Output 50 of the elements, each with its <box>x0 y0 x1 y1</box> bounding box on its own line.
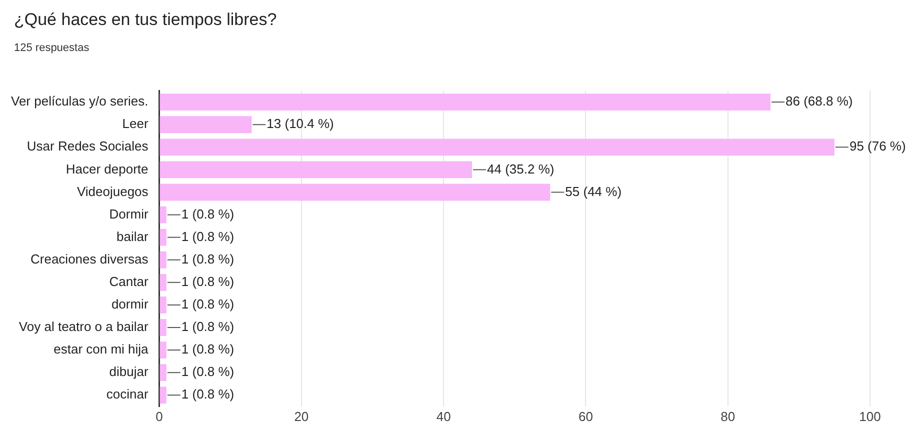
bar <box>160 161 472 178</box>
bar <box>160 342 166 358</box>
bar <box>160 319 166 336</box>
y-tick-label: Leer <box>122 116 149 132</box>
data-label: 1 (0.8 %) <box>181 206 234 222</box>
data-label: 86 (68.8 %) <box>786 94 853 109</box>
y-tick-label: Cantar <box>109 274 149 289</box>
bar <box>160 94 770 111</box>
x-tick-label: 60 <box>578 408 593 424</box>
data-label: 95 (76 %) <box>849 138 906 154</box>
y-tick-label: Videojuegos <box>76 184 149 199</box>
text: 125 respuestas <box>14 42 90 54</box>
data-label: 1 (0.8 %) <box>181 296 234 312</box>
y-tick-label: Dormir <box>109 206 149 222</box>
data-label: 1 (0.8 %) <box>181 364 234 380</box>
y-tick-label: dibujar <box>109 364 149 380</box>
data-label: 13 (10.4 %) <box>266 116 334 132</box>
y-tick-label: dormir <box>111 296 149 312</box>
data-label: 1 (0.8 %) <box>181 386 234 402</box>
x-tick-label: 40 <box>436 408 451 424</box>
data-label: 44 (35.2 %) <box>487 161 554 176</box>
data-label: 55 (44 %) <box>565 184 622 199</box>
y-tick-label: Voy al teatro o a bailar <box>18 319 149 334</box>
bar <box>160 228 166 246</box>
x-tick-label: 100 <box>859 408 881 424</box>
bar <box>160 184 550 201</box>
y-tick-label: cocinar <box>106 386 149 402</box>
y-tick-label: estar con mi hija <box>54 342 150 357</box>
bar <box>160 206 166 224</box>
data-label: 1 (0.8 %) <box>181 319 234 334</box>
data-label: 1 (0.8 %) <box>181 274 234 289</box>
chart-title: ¿Qué haces en tus tiempos libres? <box>14 10 277 30</box>
x-tick-label: 80 <box>720 408 736 424</box>
bar <box>160 274 166 291</box>
bar <box>160 116 252 134</box>
y-tick-label: bailar <box>116 228 149 244</box>
x-tick-label: 0 <box>156 408 163 424</box>
data-label: 1 (0.8 %) <box>181 228 234 244</box>
y-tick-label: Ver películas y/o series. <box>10 94 148 109</box>
y-tick-label: Usar Redes Sociales <box>26 138 149 154</box>
bar <box>160 386 166 404</box>
bar <box>160 364 166 382</box>
bar <box>160 138 834 156</box>
y-tick-label: Creaciones diversas <box>30 251 149 266</box>
y-tick-label: Hacer deporte <box>66 161 148 176</box>
data-label: 1 (0.8 %) <box>181 342 234 357</box>
data-label: 1 (0.8 %) <box>181 251 234 266</box>
bar <box>160 251 166 268</box>
bar <box>160 296 166 314</box>
x-tick-label: 20 <box>294 408 309 424</box>
